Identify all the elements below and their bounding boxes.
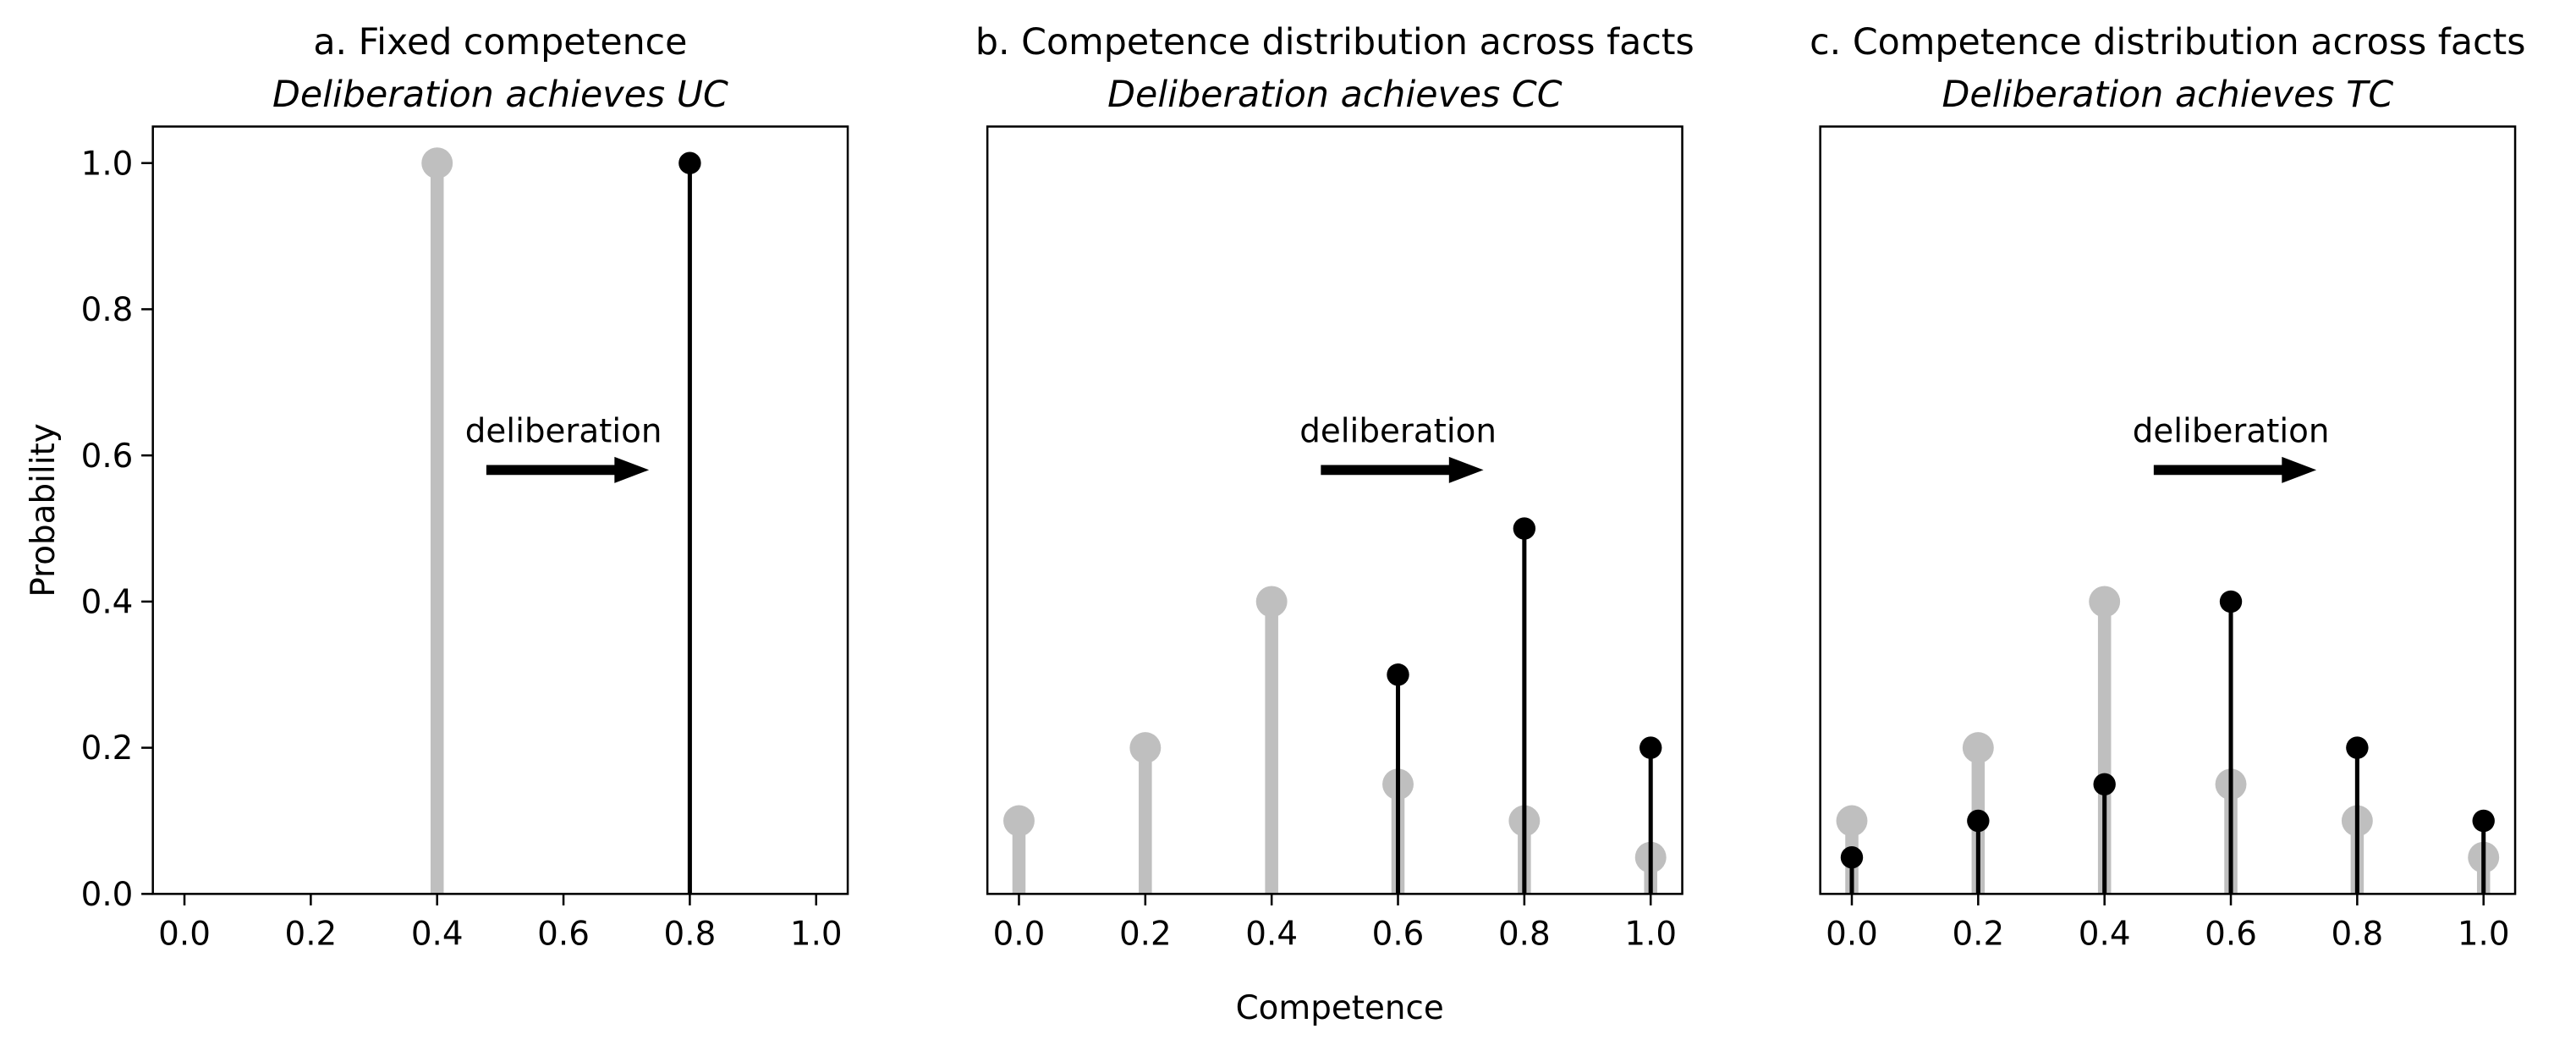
arrow-head (2282, 456, 2317, 483)
x-tick-label: 1.0 (2458, 916, 2510, 954)
x-tick-label: 0.0 (158, 916, 211, 954)
chart-title: b. Competence distribution across facts (975, 21, 1694, 63)
arrow-head (1448, 456, 1484, 483)
x-tick-label: 0.6 (1372, 916, 1425, 954)
annotation: deliberation (1299, 412, 1497, 450)
plot-frame (1819, 125, 2517, 895)
y-axis-label: Probability (25, 423, 63, 597)
x-tick-label: 0.2 (284, 916, 337, 954)
marker (1129, 732, 1162, 764)
x-tick-label: 0.4 (2079, 916, 2131, 954)
plot-frame (151, 125, 849, 895)
x-axis-label: Competence (1236, 989, 1444, 1027)
marker (1640, 736, 1662, 759)
marker (1003, 805, 1035, 837)
x-tick-label: 0.8 (664, 916, 717, 954)
x-tick-label: 0.8 (2331, 916, 2383, 954)
marker (1840, 845, 1864, 869)
x-tick-label: 0.4 (1245, 916, 1298, 954)
y-tick-label: 0.4 (81, 583, 134, 621)
marker (2219, 590, 2243, 614)
marker (1387, 663, 1409, 686)
x-tick-label: 1.0 (790, 916, 843, 954)
x-tick-label: 0.6 (537, 916, 590, 954)
marker (1962, 732, 1994, 764)
chart-subtitle: Deliberation achieves TC (1942, 74, 2394, 116)
arrow-head (614, 456, 650, 483)
x-tick-label: 0.4 (411, 916, 464, 954)
marker (1513, 517, 1536, 540)
annotation: deliberation (465, 412, 662, 450)
x-tick-label: 1.0 (1624, 916, 1677, 954)
x-tick-label: 0.0 (1826, 916, 1878, 954)
y-tick-label: 0.6 (81, 437, 134, 476)
marker (421, 147, 453, 179)
plot-frame (986, 125, 1683, 895)
annotation: deliberation (2133, 412, 2330, 450)
x-tick-label: 0.6 (2205, 916, 2257, 954)
x-tick-label: 0.2 (1952, 916, 2004, 954)
y-tick-label: 1.0 (81, 145, 134, 183)
y-tick-label: 0.0 (81, 876, 134, 914)
marker (1967, 809, 1990, 833)
marker (2472, 809, 2495, 833)
marker (2093, 773, 2116, 796)
y-tick-label: 0.2 (81, 729, 134, 768)
marker (2089, 586, 2121, 618)
marker (1255, 586, 1288, 618)
chart-title: a. Fixed competence (313, 21, 687, 63)
x-tick-label: 0.2 (1119, 916, 1172, 954)
chart-subtitle: Deliberation achieves UC (272, 74, 728, 116)
x-tick-label: 0.8 (1498, 916, 1551, 954)
marker (678, 151, 701, 174)
chart-title: c. Competence distribution across facts (1810, 21, 2525, 63)
marker (2346, 736, 2369, 759)
y-tick-label: 0.8 (81, 291, 134, 329)
marker (1836, 805, 1868, 837)
chart-subtitle: Deliberation achieves CC (1107, 74, 1563, 116)
x-tick-label: 0.0 (993, 916, 1046, 954)
